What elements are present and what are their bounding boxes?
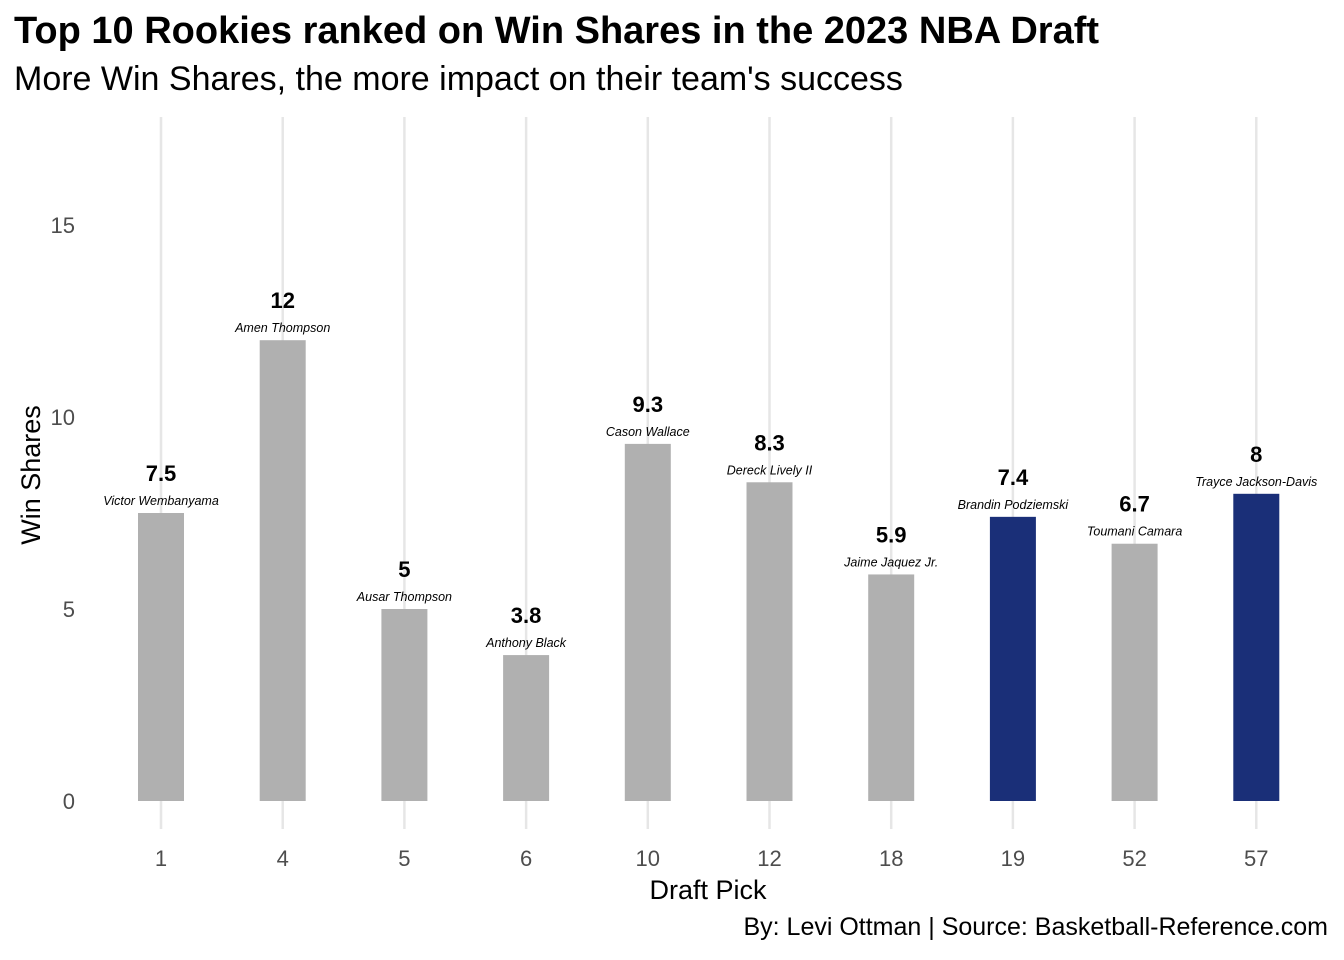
- player-name-label: Toumani Camara: [1087, 525, 1182, 539]
- x-tick-label: 57: [1244, 846, 1268, 871]
- x-tick-label: 5: [398, 846, 410, 871]
- y-axis-ticks: 0 5 10 15: [51, 213, 75, 814]
- y-tick-label: 5: [63, 597, 75, 622]
- value-label: 8: [1250, 442, 1262, 467]
- bar: [1233, 493, 1280, 801]
- bar-labels: Victor Wembanyama 7.5 Amen Thompson 12 Ausar…: [103, 288, 1317, 650]
- bar: [381, 609, 428, 801]
- bars: [138, 340, 1280, 801]
- value-label: 5.9: [876, 522, 907, 547]
- bar: [138, 513, 184, 801]
- x-tick-label: 1: [155, 846, 167, 871]
- player-name-label: Anthony Black: [485, 636, 567, 650]
- player-name-label: Ausar Thompson: [356, 590, 452, 604]
- value-label: 12: [270, 288, 294, 313]
- player-name-label: Cason Wallace: [606, 425, 690, 439]
- bar: [259, 340, 306, 801]
- value-label: 8.3: [754, 430, 785, 455]
- value-label: 6.7: [1119, 492, 1150, 517]
- bar: [624, 443, 671, 801]
- gridlines: [159, 117, 1258, 829]
- bar: [503, 655, 550, 801]
- chart-title: Top 10 Rookies ranked on Win Shares in t…: [14, 10, 1100, 52]
- x-tick-label: 4: [277, 846, 289, 871]
- x-tick-label: 10: [636, 846, 660, 871]
- bar: [1111, 543, 1158, 801]
- value-label: 7.5: [146, 461, 177, 486]
- value-label: 9.3: [633, 392, 664, 417]
- x-tick-label: 19: [1001, 846, 1025, 871]
- x-axis-ticks: 1 4 5 6 10 12 18 19 52 57: [155, 846, 1269, 871]
- y-axis-label: Win Shares: [16, 405, 46, 545]
- caption: By: Levi Ottman | Source: Basketball-Ref…: [743, 913, 1328, 941]
- x-tick-label: 12: [757, 846, 781, 871]
- bar: [989, 516, 1036, 801]
- value-label: 5: [398, 557, 410, 582]
- bar: [746, 482, 793, 801]
- player-name-label: Amen Thompson: [234, 321, 330, 335]
- player-name-label: Jaime Jaquez Jr.: [843, 555, 938, 569]
- x-axis-label: Draft Pick: [649, 875, 767, 905]
- y-tick-label: 10: [51, 405, 75, 430]
- y-tick-label: 0: [63, 789, 75, 814]
- value-label: 7.4: [998, 465, 1029, 490]
- player-name-label: Trayce Jackson-Davis: [1195, 475, 1317, 489]
- chart-subtitle: More Win Shares, the more impact on thei…: [14, 60, 903, 98]
- x-tick-label: 6: [520, 846, 532, 871]
- player-name-label: Dereck Lively II: [727, 463, 813, 477]
- player-name-label: Victor Wembanyama: [103, 494, 219, 508]
- y-tick-label: 15: [51, 213, 75, 238]
- x-tick-label: 52: [1122, 846, 1146, 871]
- x-tick-label: 18: [879, 846, 903, 871]
- value-label: 3.8: [511, 603, 542, 628]
- player-name-label: Brandin Podziemski: [958, 498, 1070, 512]
- bar: [868, 574, 915, 801]
